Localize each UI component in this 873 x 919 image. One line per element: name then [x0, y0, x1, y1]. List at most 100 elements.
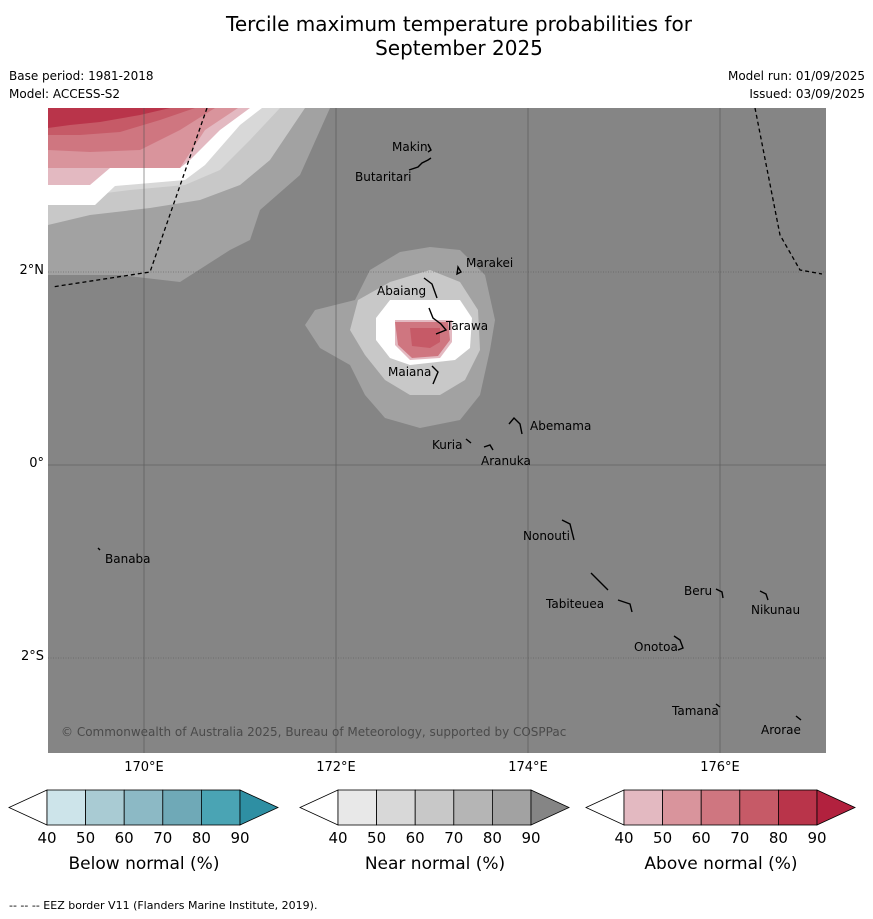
- colorbar-above-segment: [700, 789, 741, 826]
- island-tamana-outline: [715, 703, 721, 708]
- chart-title: Tercile maximum temperature probabilitie…: [0, 12, 873, 60]
- colorbar-near-segment: [376, 789, 416, 826]
- island-abemama-outline: [508, 416, 523, 435]
- lon-label-176e: 176°E: [700, 760, 740, 775]
- colorbar-above-tick: 50: [653, 829, 673, 847]
- colorbar-near-tick: 60: [405, 829, 425, 847]
- island-arorae-outline: [795, 715, 802, 721]
- colorbar-above-tick: 80: [768, 829, 788, 847]
- colorbar-above-segment: [623, 789, 663, 826]
- colorbar-above-segment: [662, 789, 702, 826]
- label-marakei: Marakei: [466, 256, 513, 270]
- colorbar-above-tick: 40: [614, 829, 634, 847]
- island-aranuka-outline: [483, 444, 494, 451]
- label-tabiteuea: Tabiteuea: [545, 597, 604, 611]
- colorbar-above-tick: 60: [691, 829, 711, 847]
- lat-label-2s: 2°S: [20, 649, 44, 664]
- model-run: Model run: 01/09/2025: [727, 69, 865, 83]
- colorbar-near-segment: [337, 789, 377, 826]
- colorbar-below-segment: [200, 789, 241, 826]
- colorbar-below-tick: 80: [191, 829, 211, 847]
- contour-an-70-tarawa: [410, 328, 440, 348]
- colorbar-label-above: Above normal (%): [644, 854, 798, 874]
- colorbar-below-extend-high: [239, 789, 279, 826]
- eez-borders: [51, 108, 823, 288]
- island-onotoa-outline: [673, 635, 684, 651]
- island-tarawa-outline: [428, 307, 448, 335]
- eez-border-east: [754, 108, 823, 275]
- lat-label-0: 0°: [29, 456, 44, 471]
- base-period: Base period: 1981-2018: [9, 69, 154, 83]
- title-line-2: September 2025: [375, 36, 543, 60]
- island-maiana-outline: [431, 365, 439, 385]
- colorbar-above-extend-high: [816, 789, 856, 826]
- colorbar-near-tick: 40: [328, 829, 348, 847]
- title-line-1: Tercile maximum temperature probabilitie…: [226, 12, 692, 36]
- colorbar-label-below: Below normal (%): [68, 854, 220, 874]
- colorbar-near-tick: 90: [521, 829, 541, 847]
- island-banaba-outline: [97, 547, 101, 551]
- island-abaiang-outline: [423, 277, 438, 299]
- colorbars: [8, 789, 856, 826]
- label-makin: Makin: [392, 140, 428, 154]
- island-nonouti-outline: [561, 519, 575, 541]
- colorbar-near-tick: 70: [444, 829, 464, 847]
- colorbar-label-near: Near normal (%): [364, 854, 506, 874]
- meta-right: Model run: 01/09/2025 Issued: 03/09/2025: [728, 67, 865, 103]
- island-kuria-outline: [465, 438, 472, 444]
- colorbar-below-segment: [123, 789, 164, 826]
- label-tamana: Tamana: [671, 704, 719, 718]
- eez-border-west: [51, 108, 208, 288]
- island-butaritari-outline: [408, 157, 432, 171]
- colorbar-below-tick: 90: [230, 829, 250, 847]
- label-tarawa: Tarawa: [445, 319, 488, 333]
- label-butaritari: Butaritari: [355, 170, 412, 184]
- issued-date: Issued: 03/09/2025: [749, 87, 865, 101]
- label-banaba: Banaba: [105, 552, 151, 566]
- colorbar-above-segment: [778, 789, 818, 826]
- island-makin-outline: [427, 143, 432, 153]
- label-beru: Beru: [684, 584, 712, 598]
- label-abemama: Abemama: [530, 419, 591, 433]
- label-nikunau: Nikunau: [751, 603, 800, 617]
- colorbar-below-tick: 50: [76, 829, 96, 847]
- island-beru-outline: [715, 588, 724, 599]
- colorbar-below-segment: [162, 789, 202, 826]
- colorbar-near-tick: 50: [367, 829, 387, 847]
- label-onotoa: Onotoa: [634, 640, 678, 654]
- colorbar-below-tick: 40: [37, 829, 57, 847]
- colorbar-near-segment: [414, 789, 455, 826]
- label-nonouti: Nonouti: [523, 529, 570, 543]
- island-tabiteuea-outline: [590, 572, 633, 613]
- colorbar-below-segment: [85, 789, 125, 826]
- lon-label-170e: 170°E: [124, 760, 164, 775]
- label-abaiang: Abaiang: [377, 284, 426, 298]
- label-arorae: Arorae: [761, 723, 801, 737]
- meta-left: Base period: 1981-2018 Model: ACCESS-S2: [9, 67, 154, 103]
- colorbar-near-segment: [491, 789, 532, 826]
- label-kuria: Kuria: [432, 438, 463, 452]
- colorbar-below-tick: 70: [153, 829, 173, 847]
- lat-label-2n: 2°N: [19, 263, 45, 278]
- colorbar-above-tick: 70: [730, 829, 750, 847]
- label-maiana: Maiana: [388, 365, 431, 379]
- colorbar-near-tick: 80: [482, 829, 502, 847]
- colorbar-below-tick: 60: [114, 829, 134, 847]
- gridlines: [48, 108, 826, 753]
- colorbar-above-segment: [739, 789, 779, 826]
- label-aranuka: Aranuka: [481, 454, 531, 468]
- island-nikunau-outline: [759, 590, 769, 601]
- contour-an-80-nw: [48, 108, 170, 128]
- island-outlines: [97, 143, 802, 721]
- colorbar-below-segment: [46, 789, 86, 826]
- colorbar-near-extend-low: [299, 789, 339, 826]
- model-name: Model: ACCESS-S2: [9, 87, 121, 101]
- lon-label-174e: 174°E: [508, 760, 548, 775]
- colorbar-near-extend-high: [530, 789, 570, 826]
- colorbar-near-segment: [453, 789, 493, 826]
- island-marakei-outline: [456, 264, 462, 276]
- lon-label-172e: 172°E: [316, 760, 356, 775]
- colorbar-above-tick: 90: [807, 829, 827, 847]
- place-labels: Makin Butaritari Marakei Abaiang Tarawa …: [105, 140, 801, 737]
